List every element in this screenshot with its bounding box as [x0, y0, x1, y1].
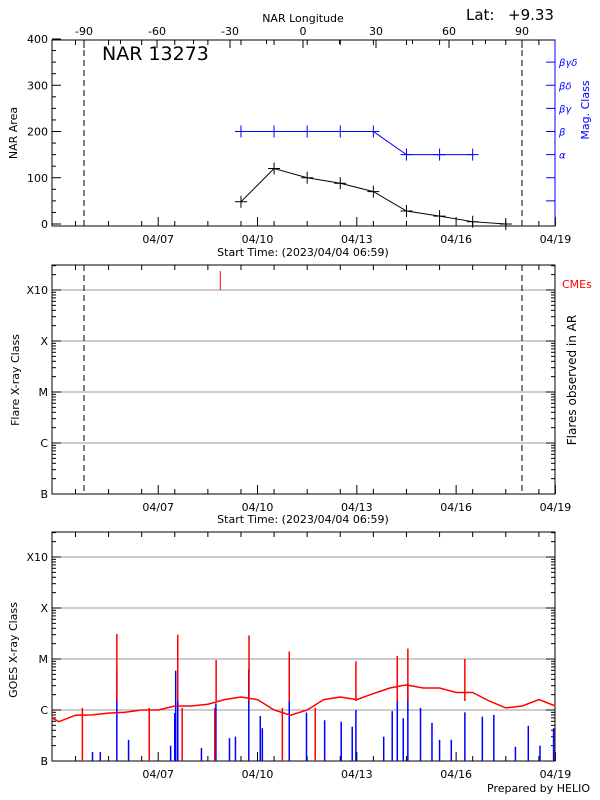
mag-class-tick-label: βγδ	[558, 58, 577, 69]
mag-class-point	[466, 148, 479, 161]
latitude-value: +9.33	[508, 6, 554, 24]
mag-class-tick-label: β	[558, 128, 566, 139]
nar-area-point	[367, 185, 380, 198]
panel1-time-tick-label: 04/16	[440, 233, 472, 246]
panel1-y-tick-label: 100	[27, 172, 48, 185]
panel2-y-tick-label: M	[39, 386, 49, 399]
panel1-time-tick-label: 04/10	[242, 233, 274, 246]
mag-class-line	[240, 131, 473, 156]
panel2-time-tick-label: 04/19	[540, 501, 572, 514]
panel2-time-tick-label: 04/10	[242, 501, 274, 514]
nar-area-point	[499, 218, 512, 230]
mag-class-point	[367, 125, 380, 138]
panel2-y-tick-label: X	[40, 335, 48, 348]
mag-class-point	[234, 125, 247, 138]
latitude-label: Lat:	[466, 6, 494, 24]
panel2-time-tick-label: 04/16	[440, 501, 472, 514]
mag-class-tick-label: α	[559, 151, 566, 162]
panel1-y-tick-label: 300	[27, 79, 48, 92]
panel3-frame	[51, 531, 556, 762]
panel3-time-tick-label: 04/13	[341, 768, 373, 781]
longitude-tick-label: 30	[369, 25, 383, 38]
panel3-ylabel: GOES X-ray Class	[7, 602, 20, 698]
panel1-frame	[51, 39, 556, 227]
longitude-tick-label: 60	[442, 25, 456, 38]
cme-legend: CMEs	[562, 278, 592, 291]
panel3-y-tick-label: X	[40, 602, 48, 615]
panel3-y-tick-label: X10	[26, 551, 48, 564]
mag-class-point	[433, 148, 446, 161]
panel2-time-tick-label: 04/13	[341, 501, 373, 514]
panel1-time-tick-label: 04/07	[142, 233, 174, 246]
mag-class-tick-label: βδ	[558, 81, 572, 92]
nar-area-point	[334, 177, 347, 190]
panel1-y-tick-label: 400	[27, 33, 48, 46]
mag-class-point	[268, 125, 281, 138]
panel3-time-tick-label: 04/19	[540, 768, 572, 781]
panel1-y-tick-label: 200	[27, 126, 48, 139]
panel1-y2label: Mag. Class	[579, 80, 592, 139]
panel3-time-tick-label: 04/16	[440, 768, 472, 781]
goes-long-channel-line	[51, 684, 556, 723]
mag-class-point	[301, 125, 314, 138]
longitude-tick-label: 90	[515, 25, 529, 38]
footer-credit: Prepared by HELIO	[487, 782, 590, 795]
panel2-time-tick-label: 04/07	[142, 501, 174, 514]
panel1-ylabel: NAR Area	[7, 107, 20, 159]
panel2-y2label: Flares observed in AR	[565, 315, 579, 445]
nar-area-point	[268, 162, 281, 175]
panel1-xlabel: Start Time: (2023/04/04 06:59)	[217, 246, 389, 259]
nar-area-point	[400, 205, 413, 218]
panel3-y-tick-label: C	[40, 704, 48, 717]
nar-area-point	[301, 171, 314, 184]
nar-area-point	[234, 195, 247, 208]
panel1-y-tick-label: 0	[41, 218, 48, 231]
longitude-tick-label: 0	[300, 25, 307, 38]
nar-title: NAR 13273	[102, 43, 209, 65]
mag-class-point	[334, 125, 347, 138]
panel3-y-tick-label: B	[40, 755, 48, 768]
panel1-time-tick-label: 04/13	[341, 233, 373, 246]
longitude-tick-label: -90	[75, 25, 93, 38]
panel3-y-tick-label: M	[39, 653, 49, 666]
longitude-tick-label: -30	[221, 25, 239, 38]
nar-area-point	[466, 215, 479, 228]
panel2-y-tick-label: X10	[26, 284, 48, 297]
panel2-y-tick-label: C	[40, 437, 48, 450]
panel2-y-tick-label: B	[40, 488, 48, 501]
panel3-time-tick-label: 04/07	[142, 768, 174, 781]
nar-area-point	[433, 210, 446, 223]
panel2-ylabel: Flare X-ray Class	[9, 334, 22, 426]
mag-class-tick-label: βγ	[558, 104, 572, 115]
top-axis-label: NAR Longitude	[262, 12, 344, 25]
panel2-frame	[51, 264, 556, 495]
panel1-time-tick-label: 04/19	[540, 233, 572, 246]
mag-class-point	[400, 148, 413, 161]
longitude-tick-label: -60	[148, 25, 166, 38]
panel2-xlabel: Start Time: (2023/04/04 06:59)	[217, 513, 389, 526]
panel3-time-tick-label: 04/10	[242, 768, 274, 781]
